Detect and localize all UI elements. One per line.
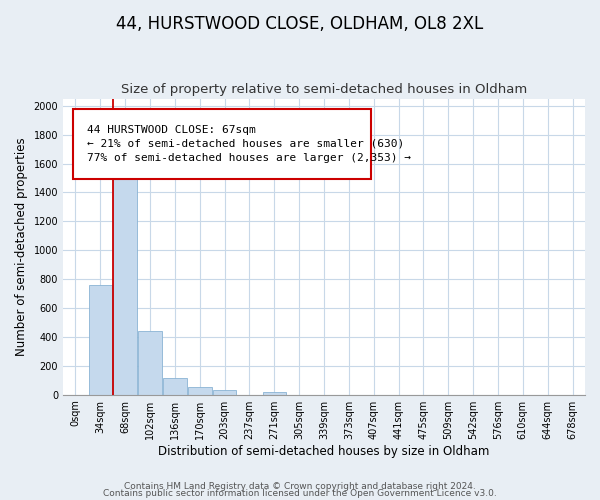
Text: Contains public sector information licensed under the Open Government Licence v3: Contains public sector information licen…: [103, 489, 497, 498]
Bar: [89, 285, 112, 395]
FancyBboxPatch shape: [73, 109, 371, 178]
Bar: [138, 331, 162, 394]
Bar: [213, 390, 236, 394]
Bar: [163, 378, 187, 394]
Bar: [188, 388, 212, 394]
X-axis label: Distribution of semi-detached houses by size in Oldham: Distribution of semi-detached houses by …: [158, 444, 490, 458]
Y-axis label: Number of semi-detached properties: Number of semi-detached properties: [15, 138, 28, 356]
Text: 44, HURSTWOOD CLOSE, OLDHAM, OL8 2XL: 44, HURSTWOOD CLOSE, OLDHAM, OL8 2XL: [116, 15, 484, 33]
Bar: [113, 158, 137, 394]
Text: Contains HM Land Registry data © Crown copyright and database right 2024.: Contains HM Land Registry data © Crown c…: [124, 482, 476, 491]
Bar: [263, 392, 286, 394]
Text: 44 HURSTWOOD CLOSE: 67sqm
← 21% of semi-detached houses are smaller (630)
77% of: 44 HURSTWOOD CLOSE: 67sqm ← 21% of semi-…: [86, 124, 410, 162]
Title: Size of property relative to semi-detached houses in Oldham: Size of property relative to semi-detach…: [121, 83, 527, 96]
